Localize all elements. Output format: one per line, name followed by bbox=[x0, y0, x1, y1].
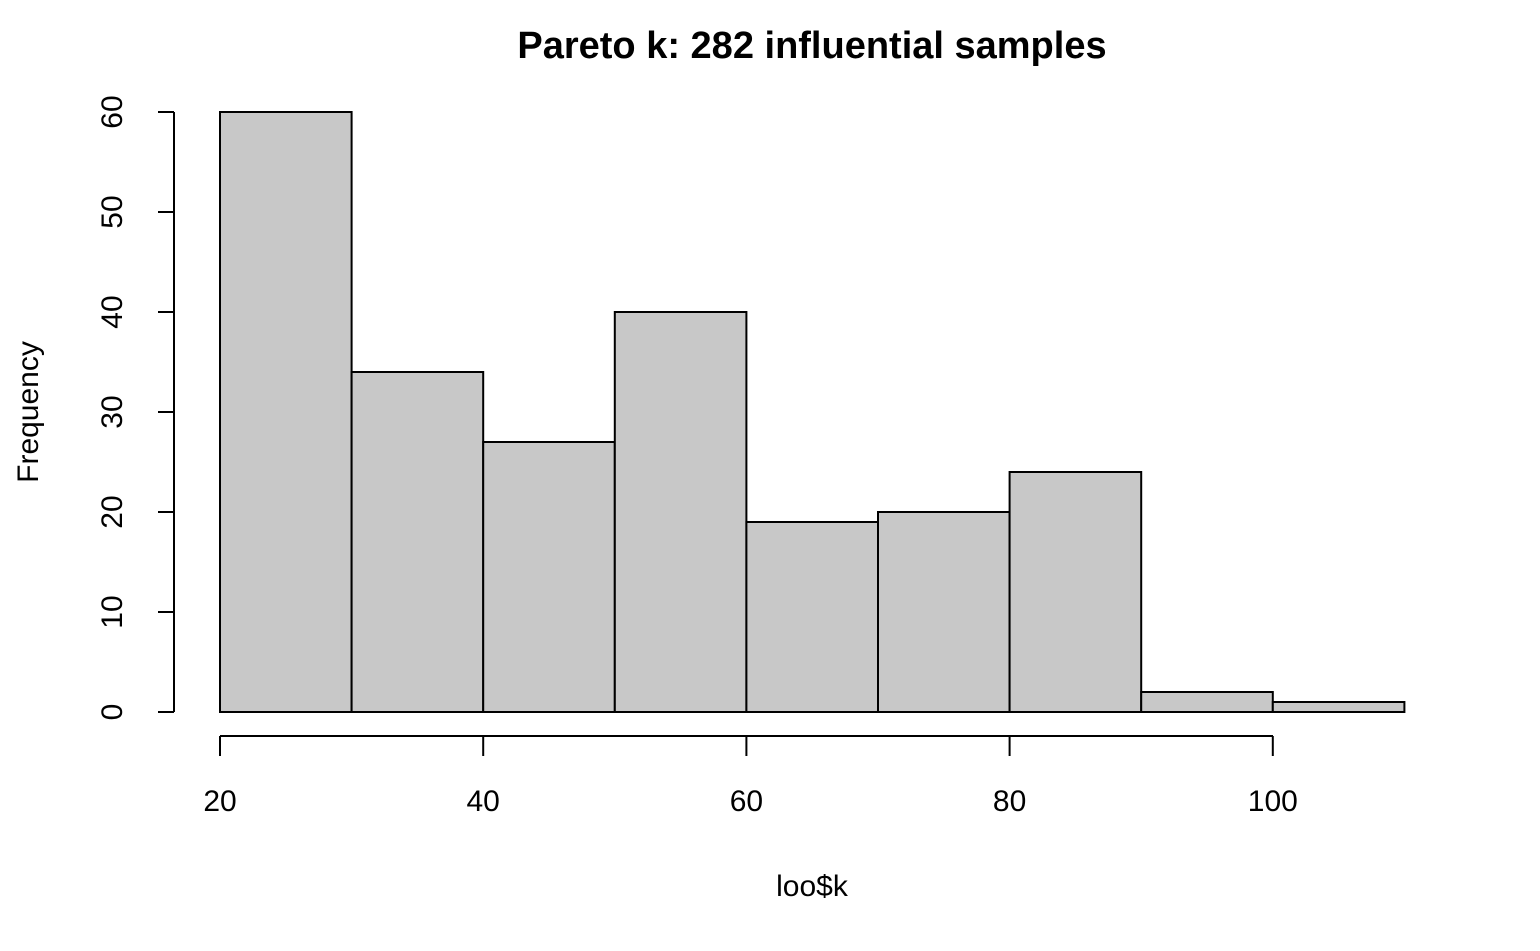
y-tick-label: 0 bbox=[96, 704, 129, 721]
y-tick-label: 50 bbox=[96, 195, 129, 228]
histogram-bar-8 bbox=[1271, 701, 1406, 713]
x-tick-label: 20 bbox=[203, 785, 236, 818]
histogram-bar-3 bbox=[613, 311, 748, 713]
chart-title: Pareto k: 282 influential samples bbox=[517, 25, 1106, 67]
y-tick-label: 60 bbox=[96, 95, 129, 128]
histogram-bar-6 bbox=[1008, 471, 1143, 713]
histogram-bar-7 bbox=[1140, 691, 1274, 713]
y-tick-label: 30 bbox=[96, 395, 129, 428]
x-axis-label: loo$k bbox=[776, 870, 849, 903]
histogram-bar-0 bbox=[219, 111, 353, 713]
x-tick-label: 100 bbox=[1248, 785, 1298, 818]
histogram-bar-2 bbox=[482, 441, 616, 713]
histogram-bar-4 bbox=[745, 521, 880, 713]
x-tick-label: 60 bbox=[730, 785, 763, 818]
y-tick-label: 40 bbox=[96, 295, 129, 328]
x-tick-label: 80 bbox=[993, 785, 1026, 818]
histogram-bar-1 bbox=[350, 371, 485, 713]
x-tick-label: 40 bbox=[467, 785, 500, 818]
y-ticks-group: 0 10 20 30 40 50 60 bbox=[96, 95, 174, 720]
y-tick-label: 20 bbox=[96, 495, 129, 528]
histogram-bar-5 bbox=[877, 511, 1011, 713]
x-ticks-group: 20 40 60 80 100 bbox=[203, 736, 1298, 818]
y-tick-label: 10 bbox=[96, 595, 129, 628]
bars-group bbox=[219, 111, 1406, 713]
y-axis-label: Frequency bbox=[12, 341, 45, 483]
